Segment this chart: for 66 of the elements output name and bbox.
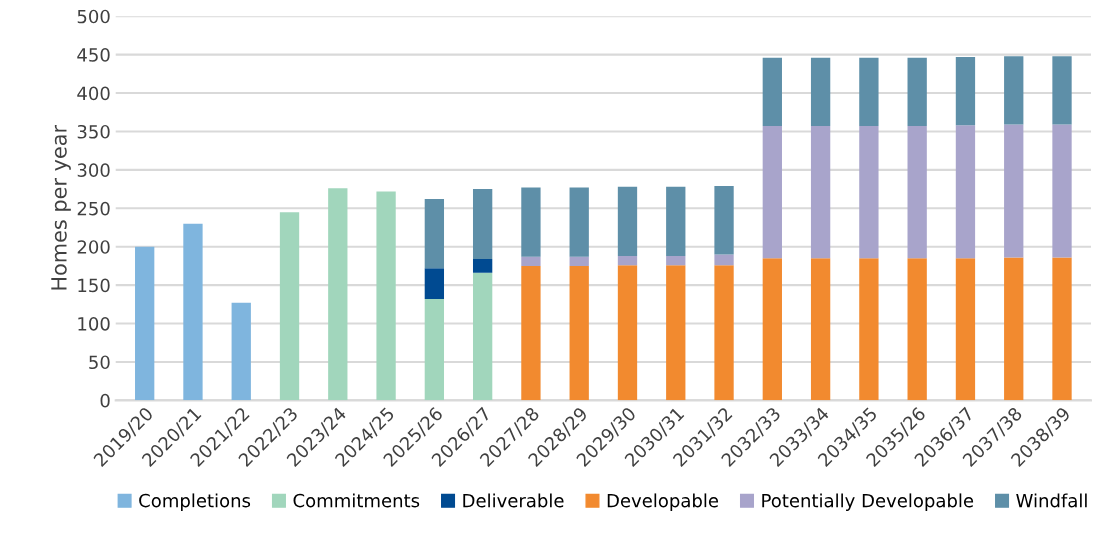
y-tick-label: 100 [78, 316, 110, 331]
bar [424, 268, 445, 299]
bar [472, 189, 493, 259]
bar [810, 258, 831, 401]
bar [714, 254, 734, 266]
bar [810, 126, 831, 259]
bar [810, 57, 831, 127]
bar [1052, 257, 1072, 401]
y-tick-label: 0 [100, 393, 110, 408]
bar [762, 126, 782, 259]
bar [569, 187, 589, 257]
y-tick-label: 250 [77, 201, 110, 216]
legend-label: Deliverable [463, 493, 564, 508]
bar [376, 191, 396, 401]
y-tick-label: 400 [77, 86, 110, 101]
bar [762, 258, 782, 401]
bar [907, 258, 927, 401]
bar [859, 126, 879, 259]
bar [907, 126, 927, 259]
bar [714, 186, 734, 255]
y-tick-label: 200 [77, 240, 110, 254]
bar [617, 265, 638, 401]
bar [1004, 56, 1024, 125]
bar [762, 57, 782, 127]
bar [279, 212, 300, 401]
bar [1052, 56, 1072, 125]
y-axis-title: Homes per year [51, 124, 71, 290]
legend-label: Completions [139, 493, 251, 511]
y-tick-label: 300 [77, 163, 110, 177]
bar [424, 199, 445, 269]
bar [666, 255, 686, 266]
bar [569, 256, 589, 266]
bar [328, 188, 348, 401]
y-tick-label: 500 [77, 9, 110, 24]
bar [955, 258, 976, 401]
bar [666, 186, 686, 256]
y-tick-label: 150 [78, 278, 110, 293]
y-tick-label: 350 [77, 124, 110, 139]
bar [521, 265, 541, 401]
bar [472, 258, 493, 273]
bar [1052, 124, 1072, 258]
bar [521, 256, 541, 266]
bar [666, 265, 686, 401]
legend-label: Developable [607, 493, 719, 511]
bar [183, 223, 203, 401]
legend-label: Commitments [293, 493, 420, 508]
legend-label: Potentially Developable [762, 493, 974, 511]
y-tick-label: 50 [89, 355, 110, 370]
bar [135, 246, 155, 401]
bar [569, 265, 589, 401]
bar [714, 265, 734, 401]
bar [907, 57, 927, 127]
bar [424, 298, 445, 401]
y-tick-label: 450 [77, 48, 110, 62]
bar [955, 56, 976, 126]
bar [1004, 124, 1024, 258]
bar [1004, 257, 1024, 401]
bar [617, 186, 638, 256]
legend-label: Windfall [1016, 493, 1087, 508]
bar [472, 272, 493, 401]
bar [617, 255, 638, 266]
bar [955, 125, 976, 259]
bar [859, 258, 879, 401]
bar [231, 302, 251, 401]
bar [859, 57, 879, 127]
bar [521, 187, 541, 257]
